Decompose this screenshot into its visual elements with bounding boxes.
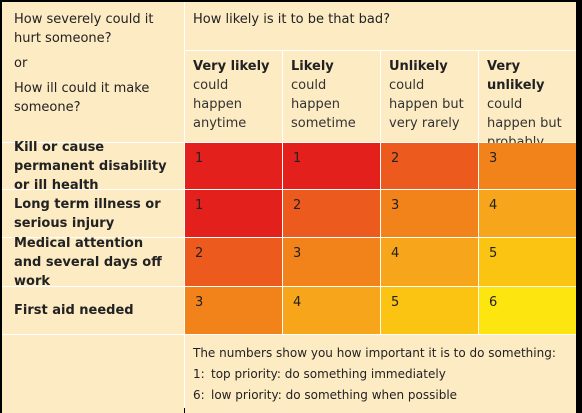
- key-line: 1: top priority: do something immediately: [193, 364, 568, 385]
- risk-cell: 4: [381, 238, 478, 286]
- footer-note: The numbers show you how important it is…: [193, 346, 556, 360]
- column-title: Very likely: [193, 59, 270, 74]
- row-label: Long term illness or serious injury: [2, 190, 184, 237]
- risk-cell: 1: [185, 190, 282, 237]
- row-label: Kill or cause permanent disability or il…: [2, 140, 184, 193]
- key-number: 6:: [193, 388, 205, 402]
- column-header: Very likely could happen anytime: [185, 51, 282, 142]
- column-header: Unlikely could happen but very rarely: [381, 51, 478, 142]
- row-label: First aid needed: [2, 287, 184, 334]
- footer-left: [2, 335, 184, 413]
- text: How severely could it hurt someone?: [14, 12, 154, 46]
- risk-cell: 6: [479, 287, 576, 334]
- severity-header: How severely could it hurt someone? or H…: [2, 2, 184, 142]
- footer: The numbers show you how important it is…: [185, 335, 576, 413]
- risk-cell: 2: [185, 238, 282, 286]
- risk-cell: 4: [479, 190, 576, 237]
- risk-cell: 3: [185, 287, 282, 334]
- column-desc: could happen sometime: [291, 78, 356, 131]
- column-title: Unlikely: [389, 59, 448, 74]
- text: How ill could it make someone?: [14, 81, 150, 115]
- risk-cell: 3: [283, 238, 380, 286]
- risk-cell: 2: [381, 143, 478, 189]
- risk-cell: 4: [283, 287, 380, 334]
- risk-cell: 1: [185, 143, 282, 189]
- row-label: Medical attention and several days off w…: [2, 236, 184, 289]
- risk-cell: 5: [381, 287, 478, 334]
- risk-cell: 5: [479, 238, 576, 286]
- column-title: Likely: [291, 59, 334, 74]
- risk-cell: 3: [381, 190, 478, 237]
- key-line: 6: low priority: do something when possib…: [193, 385, 568, 406]
- key-number: 1:: [193, 367, 205, 381]
- text: or: [14, 56, 28, 71]
- column-header: Likely could happen sometime: [283, 51, 380, 142]
- likelihood-header: How likely is it to be that bad?: [185, 2, 576, 50]
- key-text: top priority: do something immediately: [211, 367, 446, 381]
- risk-cell: 2: [283, 190, 380, 237]
- risk-cell: 3: [479, 143, 576, 189]
- column-title: Very unlikely: [487, 59, 545, 93]
- column-desc: could happen anytime: [193, 78, 247, 131]
- key-text: low priority: do something when possible: [211, 388, 458, 402]
- column-desc: could happen but very rarely: [389, 78, 464, 131]
- risk-cell: 1: [283, 143, 380, 189]
